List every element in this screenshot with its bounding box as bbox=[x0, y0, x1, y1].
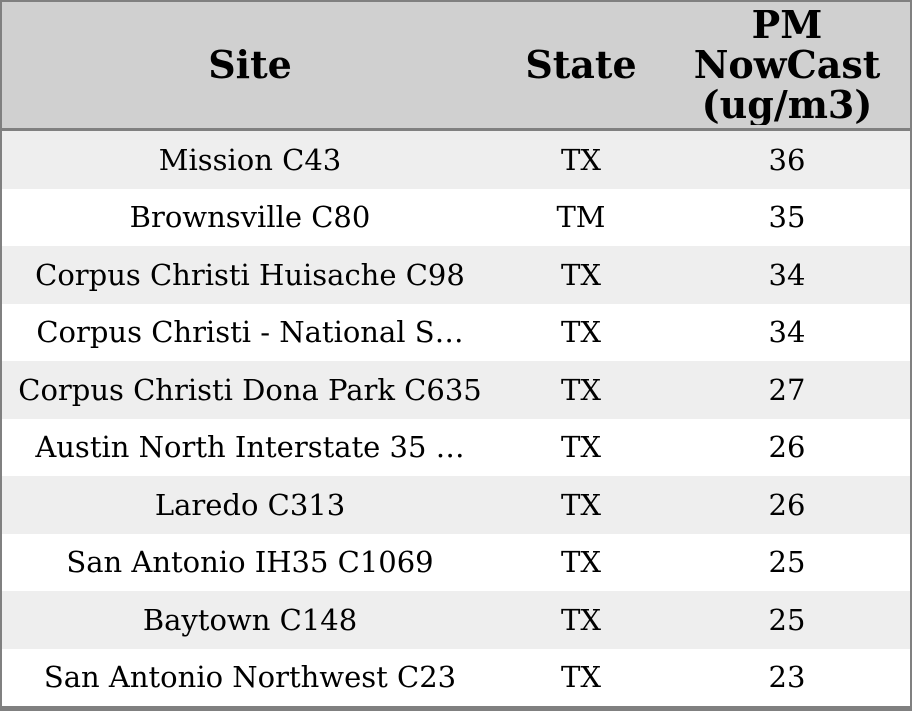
table-row: Corpus Christi Huisache C98 TX 34 bbox=[2, 246, 910, 304]
pm-value-cell: 36 bbox=[768, 142, 806, 177]
pm-value-cell: 34 bbox=[768, 315, 806, 350]
state-cell: TX bbox=[561, 315, 601, 350]
pm-value-cell: 34 bbox=[768, 257, 806, 292]
table-row: Brownsville C80 TM 35 bbox=[2, 188, 910, 246]
table-header-row: Site State PM NowCast (ug/m3) bbox=[2, 2, 910, 131]
table-row: Laredo C313 TX 26 bbox=[2, 476, 910, 534]
site-cell: Austin North Interstate 35 … bbox=[35, 430, 465, 465]
pm-value-cell: 26 bbox=[768, 487, 806, 522]
table-row: Austin North Interstate 35 … TX 26 bbox=[2, 418, 910, 476]
site-cell: Corpus Christi Huisache C98 bbox=[35, 257, 465, 292]
table-row: San Antonio Northwest C23 TX 23 bbox=[2, 648, 910, 706]
pm-value-cell: 27 bbox=[768, 372, 806, 407]
state-cell: TX bbox=[561, 660, 601, 695]
state-cell: TX bbox=[561, 602, 601, 637]
column-header-pm-nowcast: PM NowCast (ug/m3) bbox=[693, 5, 881, 125]
table-row: Corpus Christi Dona Park C635 TX 27 bbox=[2, 361, 910, 419]
site-cell: Corpus Christi - National S… bbox=[36, 315, 464, 350]
pm-value-cell: 26 bbox=[768, 430, 806, 465]
state-cell: TM bbox=[556, 200, 606, 235]
state-cell: TX bbox=[561, 487, 601, 522]
state-cell: TX bbox=[561, 545, 601, 580]
column-header-state: State bbox=[525, 45, 637, 85]
table-row: Baytown C148 TX 25 bbox=[2, 591, 910, 649]
site-cell: Brownsville C80 bbox=[129, 200, 371, 235]
table-body: Mission C43 TX 36 Brownsville C80 TM 35 … bbox=[2, 131, 910, 706]
site-cell: Baytown C148 bbox=[142, 602, 358, 637]
state-cell: TX bbox=[561, 142, 601, 177]
site-cell: San Antonio Northwest C23 bbox=[43, 660, 457, 695]
pm-value-cell: 23 bbox=[768, 660, 806, 695]
table-row: Mission C43 TX 36 bbox=[2, 131, 910, 189]
site-cell: San Antonio IH35 C1069 bbox=[66, 545, 434, 580]
pm-value-cell: 25 bbox=[768, 602, 806, 637]
site-cell: Corpus Christi Dona Park C635 bbox=[18, 372, 482, 407]
pm-value-cell: 25 bbox=[768, 545, 806, 580]
state-cell: TX bbox=[561, 257, 601, 292]
table-row: San Antonio IH35 C1069 TX 25 bbox=[2, 533, 910, 591]
column-header-site: Site bbox=[208, 45, 292, 85]
site-cell: Mission C43 bbox=[158, 142, 342, 177]
state-cell: TX bbox=[561, 430, 601, 465]
state-cell: TX bbox=[561, 372, 601, 407]
site-cell: Laredo C313 bbox=[154, 487, 346, 522]
table-row: Corpus Christi - National S… TX 34 bbox=[2, 303, 910, 361]
pm-value-cell: 35 bbox=[768, 200, 806, 235]
